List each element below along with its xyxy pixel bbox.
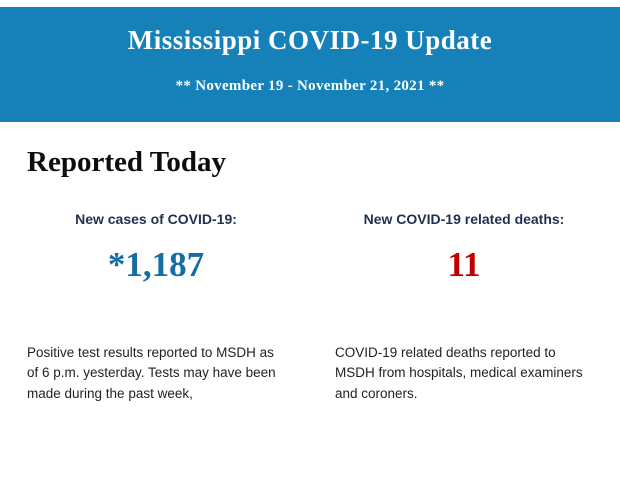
stat-value-deaths: 11 xyxy=(447,245,481,284)
section-title: Reported Today xyxy=(27,146,227,178)
stat-description-new-cases: Positive test results reported to MSDH a… xyxy=(27,345,276,401)
stat-card-deaths: New COVID-19 related deaths: 11 COVID-19… xyxy=(335,211,593,404)
stat-value-new-cases: *1,187 xyxy=(107,245,205,284)
stats-row: New cases of COVID-19: *1,187 Positive t… xyxy=(27,211,593,404)
stat-label-deaths: New COVID-19 related deaths: xyxy=(363,211,565,227)
content-area: Reported Today New cases of COVID-19: *1… xyxy=(0,146,620,404)
stat-description-deaths: COVID-19 related deaths reported to MSDH… xyxy=(335,345,583,401)
stat-label-new-cases: New cases of COVID-19: xyxy=(75,211,237,227)
page-subtitle: ** November 19 - November 21, 2021 ** xyxy=(175,78,445,94)
page-title: Mississippi COVID-19 Update xyxy=(127,25,493,55)
header-banner: Mississippi COVID-19 Update ** November … xyxy=(0,7,620,122)
stat-card-new-cases: New cases of COVID-19: *1,187 Positive t… xyxy=(27,211,285,404)
